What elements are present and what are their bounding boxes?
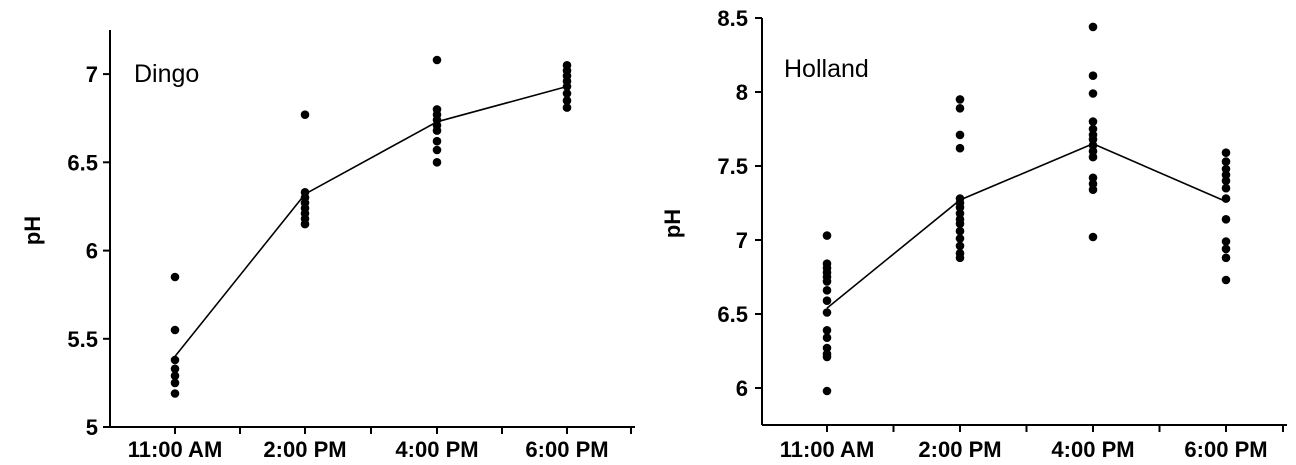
data-point bbox=[1221, 237, 1231, 246]
data-point bbox=[1221, 194, 1231, 203]
data-point bbox=[822, 277, 832, 286]
data-point bbox=[1088, 179, 1098, 189]
data-point bbox=[955, 226, 965, 236]
x-tick-label: 2:00 PM bbox=[918, 437, 1001, 462]
data-point bbox=[1088, 89, 1098, 98]
panel-title: Dingo bbox=[134, 60, 199, 88]
data-point bbox=[955, 253, 965, 263]
data-point bbox=[1088, 173, 1098, 183]
x-tick-label: 4:00 PM bbox=[1051, 437, 1134, 462]
data-point bbox=[955, 209, 965, 218]
data-point bbox=[1088, 71, 1098, 80]
data-point bbox=[1088, 232, 1098, 242]
dingo-panel: 5 5.5 6 6.5 7 11:00 AM 2:00 PM 4:00 PM 6:00 PM pH… bbox=[20, 30, 635, 462]
data-point bbox=[822, 296, 832, 306]
data-point bbox=[432, 55, 442, 65]
data-point bbox=[170, 364, 180, 374]
y-axis-label: pH bbox=[20, 216, 45, 245]
data-point bbox=[955, 130, 965, 140]
data-point bbox=[955, 143, 965, 153]
data-point bbox=[1221, 164, 1231, 174]
data-point bbox=[955, 203, 965, 212]
data-point bbox=[822, 386, 832, 396]
data-point bbox=[432, 136, 442, 146]
data-point bbox=[822, 286, 832, 295]
y-tick-label: 6 bbox=[86, 239, 98, 264]
holland-panel: 6 6.5 7 7.5 8 8.5 11:00 AM 2:00 PM 4:00 PM 6:00 P… bbox=[660, 6, 1287, 462]
y-tick-label: 6.5 bbox=[717, 302, 748, 327]
y-tick-label: 7 bbox=[736, 228, 748, 253]
data-point bbox=[1221, 148, 1231, 157]
x-tick-label: 11:00 AM bbox=[780, 437, 875, 462]
data-point bbox=[1088, 135, 1098, 144]
data-point bbox=[432, 145, 442, 155]
y-tick-label: 8.5 bbox=[717, 6, 748, 31]
data-point bbox=[1088, 22, 1098, 32]
data-point bbox=[170, 355, 180, 365]
data-point bbox=[1221, 215, 1231, 224]
data-point bbox=[170, 371, 180, 381]
data-point bbox=[1221, 170, 1231, 180]
data-point bbox=[170, 378, 180, 388]
data-point bbox=[822, 343, 832, 353]
data-point bbox=[170, 325, 180, 335]
data-point bbox=[822, 326, 832, 335]
data-point bbox=[955, 234, 965, 243]
y-tick-label: 5.5 bbox=[67, 327, 98, 352]
data-point bbox=[1221, 183, 1231, 193]
y-axis-label: pH bbox=[660, 209, 685, 238]
data-point bbox=[562, 96, 572, 105]
x-tick-label: 4:00 PM bbox=[395, 437, 478, 462]
data-point bbox=[955, 241, 965, 251]
y-tick-label: 7 bbox=[86, 62, 98, 87]
data-point bbox=[1088, 185, 1098, 194]
x-tick-label: 6:00 PM bbox=[1184, 437, 1267, 462]
data-point bbox=[822, 231, 832, 240]
x-tick-label: 2:00 PM bbox=[263, 437, 346, 462]
data-point bbox=[432, 126, 442, 135]
data-point bbox=[1088, 152, 1098, 162]
data-point bbox=[170, 272, 180, 282]
data-point bbox=[562, 82, 572, 91]
y-tick-label: 6 bbox=[736, 376, 748, 401]
data-point bbox=[432, 158, 442, 167]
data-point bbox=[1221, 157, 1231, 166]
data-point bbox=[1221, 244, 1231, 254]
data-point bbox=[300, 219, 310, 229]
data-point bbox=[955, 95, 965, 104]
data-point bbox=[1088, 146, 1098, 156]
x-tick-label: 6:00 PM bbox=[525, 437, 608, 462]
mean-line bbox=[826, 142, 1227, 309]
data-point bbox=[1221, 253, 1231, 263]
mean-line bbox=[174, 85, 568, 357]
data-point bbox=[300, 110, 310, 119]
y-tick-label: 7.5 bbox=[717, 154, 748, 179]
data-point bbox=[822, 333, 832, 343]
x-tick-label: 11:00 AM bbox=[128, 437, 223, 462]
data-point bbox=[562, 103, 572, 112]
data-point bbox=[1088, 117, 1098, 126]
y-tick-label: 5 bbox=[86, 415, 98, 440]
data-point bbox=[1088, 141, 1098, 150]
data-point bbox=[1221, 176, 1231, 186]
y-tick-label: 8 bbox=[736, 80, 748, 105]
data-point bbox=[822, 352, 832, 362]
y-tick-label: 6.5 bbox=[67, 150, 98, 175]
data-point bbox=[562, 89, 572, 98]
data-point bbox=[955, 219, 965, 228]
data-point bbox=[955, 104, 965, 113]
data-point bbox=[1221, 275, 1231, 285]
data-point bbox=[822, 308, 832, 317]
data-point bbox=[170, 389, 180, 398]
panel-title: Holland bbox=[784, 55, 869, 83]
data-point bbox=[1088, 124, 1098, 134]
